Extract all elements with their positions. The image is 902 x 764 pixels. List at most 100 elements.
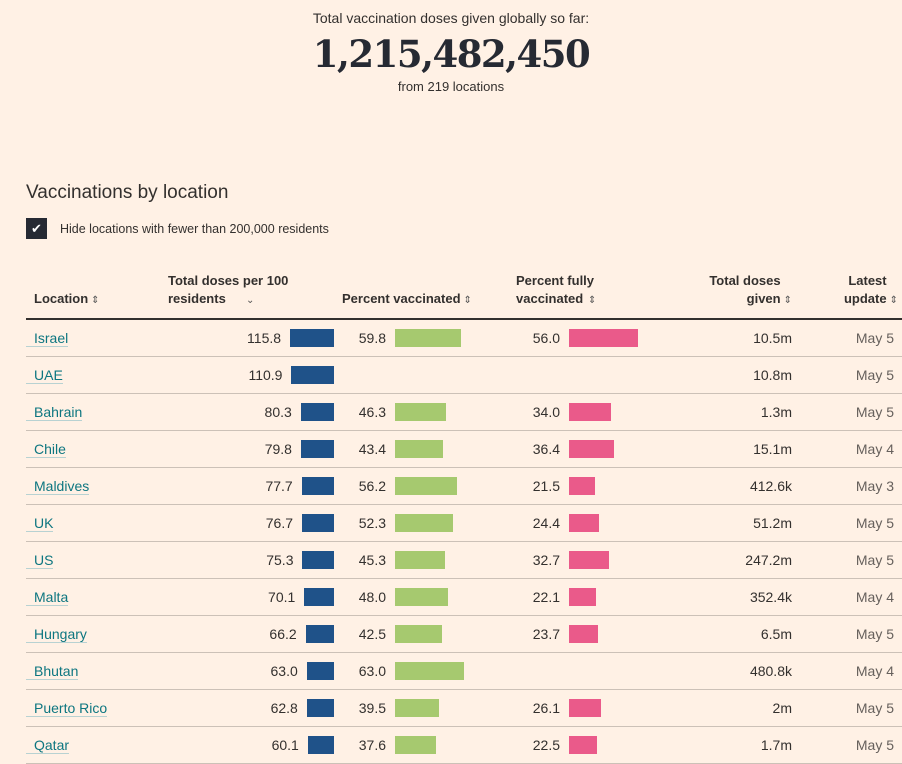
location-link[interactable]: US [26, 552, 54, 569]
percent-fully-vaccinated-value-group: 22.5 [508, 736, 682, 754]
column-header-total-given[interactable]: Total doses given ⇕ [682, 272, 792, 320]
percent-vaccinated-value: 45.3 [358, 552, 386, 568]
location-link[interactable]: Puerto Rico [26, 700, 108, 717]
doses-per-100-cell: 63.0 [160, 652, 334, 690]
doses-per-100-bar [306, 699, 334, 717]
latest-update: May 4 [792, 578, 902, 616]
locations-count: from 219 locations [397, 79, 505, 94]
percent-fully-vaccinated-value: 23.7 [532, 626, 560, 642]
doses-per-100-bar [301, 477, 334, 495]
percent-fully-vaccinated-value: 22.5 [532, 737, 560, 753]
location-link[interactable]: Chile [26, 441, 66, 458]
percent-fully-vaccinated-bar [569, 440, 614, 458]
doses-per-100-bar [291, 366, 334, 384]
doses-per-100-bar [304, 588, 334, 606]
location-link[interactable]: Hungary [26, 626, 87, 643]
percent-fully-vaccinated-bar [569, 329, 638, 347]
doses-per-100-bar [302, 514, 334, 532]
vaccinations-table: Location ⇕ Total doses per 100 residents ⌄… [26, 272, 902, 764]
percent-vaccinated-bar [395, 514, 453, 532]
doses-per-100-value: 63.0 [270, 663, 298, 679]
percent-fully-vaccinated-bar [569, 551, 610, 569]
location-link[interactable]: Qatar [26, 737, 70, 754]
percent-fully-vaccinated-bar [569, 588, 597, 606]
location-link[interactable]: Malta [26, 589, 69, 606]
percent-vaccinated-value-group: 37.6 [334, 736, 508, 754]
percent-vaccinated-bar [395, 440, 443, 458]
percent-fully-vaccinated-cell: 23.7 [508, 615, 682, 653]
percent-vaccinated-cell: 42.5 [334, 615, 508, 653]
percent-vaccinated-cell: 48.0 [334, 578, 508, 616]
latest-update: May 4 [792, 430, 902, 468]
doses-per-100-bar [307, 736, 334, 754]
total-doses-given: 1.7m [682, 726, 792, 764]
location-cell: Bahrain [26, 393, 160, 431]
location-cell: Israel [26, 319, 160, 357]
column-header-percent-fully[interactable]: Percent fully vaccinated ⇕ [508, 272, 682, 320]
latest-update: May 5 [792, 504, 902, 542]
doses-per-100-cell: 62.8 [160, 689, 334, 727]
percent-vaccinated-bar [395, 625, 442, 643]
hide-small-locations-checkbox[interactable]: ✔ [26, 218, 47, 239]
percent-vaccinated-bar [395, 736, 437, 754]
total-doses-given: 6.5m [682, 615, 792, 653]
latest-update: May 5 [792, 689, 902, 727]
sort-icon: ⇕ [783, 295, 792, 306]
percent-fully-vaccinated-value: 56.0 [532, 330, 560, 346]
percent-vaccinated-cell: 45.3 [334, 541, 508, 579]
total-doses-given: 1.3m [682, 393, 792, 431]
column-header-doses-per-100[interactable]: Total doses per 100 residents ⌄ [160, 272, 334, 320]
percent-fully-vaccinated-value-group: 24.4 [508, 514, 682, 532]
percent-fully-vaccinated-value: 24.4 [532, 515, 560, 531]
percent-vaccinated-value: 37.6 [358, 737, 386, 753]
hide-small-locations-label[interactable]: Hide locations with fewer than 200,000 r… [60, 221, 329, 236]
percent-vaccinated-bar [395, 699, 439, 717]
percent-vaccinated-cell: 56.2 [334, 467, 508, 505]
doses-per-100-cell: 70.1 [160, 578, 334, 616]
percent-vaccinated-bar [395, 551, 445, 569]
doses-per-100-bar [300, 440, 334, 458]
doses-per-100-bar [305, 625, 334, 643]
column-header-percent-vaccinated[interactable]: Percent vaccinated ⇕ [334, 272, 508, 320]
column-header-location[interactable]: Location ⇕ [26, 272, 160, 320]
location-link[interactable]: UAE [26, 367, 63, 384]
location-cell: Puerto Rico [26, 689, 160, 727]
percent-vaccinated-cell: 52.3 [334, 504, 508, 542]
location-link[interactable]: Bhutan [26, 663, 79, 680]
percent-fully-vaccinated-value-group: 36.4 [508, 440, 682, 458]
latest-update: May 5 [792, 541, 902, 579]
doses-per-100-value-group: 63.0 [160, 662, 334, 680]
column-header-latest-update[interactable]: Latest update ⇕ [792, 272, 902, 320]
location-link[interactable]: Maldives [26, 478, 90, 495]
doses-per-100-cell: 66.2 [160, 615, 334, 653]
percent-vaccinated-value-group: 45.3 [334, 551, 508, 569]
location-cell: Chile [26, 430, 160, 468]
doses-per-100-bar [300, 403, 334, 421]
table-row: Malta 70.1 48.0 22.1 352.4k May 4 [26, 578, 902, 616]
percent-vaccinated-value: 42.5 [358, 626, 386, 642]
location-link[interactable]: Israel [26, 330, 69, 347]
latest-update: May 5 [792, 319, 902, 357]
location-cell: Maldives [26, 467, 160, 505]
doses-per-100-cell: 79.8 [160, 430, 334, 468]
section-title: Vaccinations by location [26, 182, 229, 203]
doses-per-100-value-group: 60.1 [160, 736, 334, 754]
percent-vaccinated-cell: 39.5 [334, 689, 508, 727]
total-doses-given: 10.5m [682, 319, 792, 357]
doses-per-100-value: 62.8 [270, 700, 298, 716]
location-cell: Hungary [26, 615, 160, 653]
chevron-down-icon: ⌄ [246, 295, 255, 306]
doses-per-100-value-group: 70.1 [160, 588, 334, 606]
location-link[interactable]: Bahrain [26, 404, 83, 421]
location-cell: Malta [26, 578, 160, 616]
doses-per-100-bar [306, 662, 334, 680]
location-link[interactable]: UK [26, 515, 54, 532]
percent-fully-vaccinated-cell: 56.0 [508, 319, 682, 357]
latest-update: May 4 [792, 652, 902, 690]
percent-vaccinated-value: 52.3 [358, 515, 386, 531]
total-doses-given: 412.6k [682, 467, 792, 505]
hide-small-locations-toggle[interactable]: ✔ Hide locations with fewer than 200,000… [26, 218, 329, 239]
sort-icon: ⇕ [91, 295, 100, 306]
doses-per-100-value-group: 79.8 [160, 440, 334, 458]
doses-per-100-value: 110.9 [248, 367, 283, 383]
